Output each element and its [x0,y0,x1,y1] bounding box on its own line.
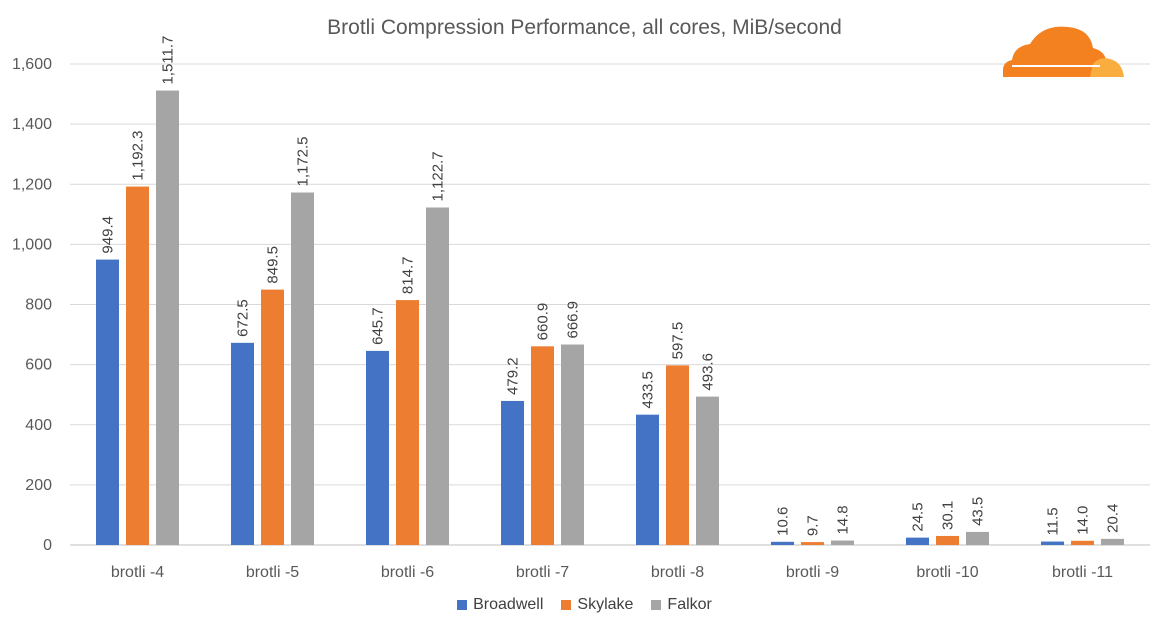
bar-falkor [156,90,179,545]
y-tick-label: 200 [25,477,52,494]
bar-broadwell [366,350,389,545]
data-label: 493.6 [700,353,717,391]
legend-swatch-falkor [651,600,662,610]
bar-skylake [1071,540,1094,545]
x-tick-label: brotli -11 [1052,564,1113,581]
legend-label-broadwell: Broadwell [473,596,544,613]
bar-skylake [666,365,689,545]
bar-broadwell [906,537,929,545]
bar-falkor [966,531,989,545]
data-label: 9.7 [805,515,822,536]
x-tick-label: brotli -8 [651,564,704,581]
data-label: 660.9 [535,303,552,341]
x-tick-label: brotli -10 [916,564,978,581]
y-tick-label: 600 [25,357,52,374]
data-label: 645.7 [370,307,387,345]
data-label: 1,172.5 [295,136,312,186]
data-label: 949.4 [100,216,117,254]
legend-label-skylake: Skylake [577,596,634,613]
bar-skylake [936,535,959,545]
bar-skylake [396,300,419,545]
data-label: 43.5 [970,497,987,526]
bar-skylake [801,542,824,545]
y-tick-label: 0 [43,537,52,554]
bar-skylake [261,289,284,545]
bar-broadwell [1041,541,1064,545]
y-tick-label: 1,400 [12,116,52,133]
bar-falkor [1101,538,1124,545]
data-label: 1,122.7 [430,151,447,201]
data-label: 433.5 [640,371,657,409]
bar-falkor [291,192,314,545]
data-label: 1,511.7 [160,36,177,85]
x-tick-label: brotli -4 [111,564,164,581]
data-label: 479.2 [505,357,522,395]
legend-swatch-broadwell [457,600,468,610]
data-label: 597.5 [670,322,687,360]
bar-falkor [831,540,854,545]
x-axis-ticks: brotli -4 brotli -5 brotli -6 brotli -7 brot… [111,564,1113,581]
data-label: 30.1 [940,501,957,530]
y-tick-label: 800 [25,297,52,314]
data-label: 1,192.3 [130,131,147,181]
data-label: 20.4 [1105,504,1122,533]
data-label: 11.5 [1045,507,1062,535]
cloudflare-logo-icon [1003,26,1124,77]
data-label: 849.5 [265,246,282,284]
gridlines [70,63,1150,546]
data-label: 10.6 [775,507,792,536]
data-labels: 949.4 1,192.3 1,511.7 672.5 849.5 1,172.5 645.… [100,36,1122,536]
data-label: 14.8 [835,505,852,534]
bar-falkor [426,207,449,545]
data-label: 814.7 [400,257,417,295]
y-tick-label: 1,200 [12,176,52,193]
legend-label-falkor: Falkor [667,596,712,613]
legend-item-broadwell: Broadwell [457,596,543,614]
data-label: 672.5 [235,299,252,337]
bar-skylake [531,346,554,545]
legend-item-falkor: Falkor [651,596,712,614]
bar-broadwell [96,259,119,545]
bar-skylake [126,186,149,545]
x-tick-label: brotli -5 [246,564,299,581]
x-tick-label: brotli -7 [516,564,569,581]
y-tick-label: 1,600 [12,56,52,73]
chart-title: Brotli Compression Performance, all core… [327,16,842,39]
bar-broadwell [231,342,254,545]
y-axis-ticks: 0 200 400 600 800 1,000 1,200 1,400 1,600 [12,56,52,554]
chart-legend: Broadwell Skylake Falkor [0,596,1169,614]
data-label: 666.9 [565,301,582,339]
legend-swatch-skylake [561,600,572,610]
bar-falkor [696,396,719,545]
data-label: 14.0 [1075,506,1092,535]
y-tick-label: 1,000 [12,236,52,253]
bar-broadwell [771,541,794,545]
bar-falkor [561,344,584,545]
data-label: 24.5 [910,502,927,531]
legend-item-skylake: Skylake [561,596,633,614]
x-tick-label: brotli -9 [786,564,839,581]
bar-broadwell [501,400,524,545]
bars [96,90,1124,545]
y-tick-label: 400 [25,417,52,434]
x-tick-label: brotli -6 [381,564,434,581]
bar-broadwell [636,414,659,545]
